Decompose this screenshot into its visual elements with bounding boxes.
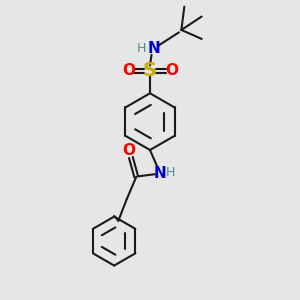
Text: O: O [123,143,136,158]
Text: H: H [137,42,147,55]
Text: N: N [153,166,166,181]
Text: H: H [166,166,176,178]
Text: S: S [143,61,157,80]
Text: O: O [122,63,135,78]
Text: N: N [147,41,160,56]
Text: O: O [165,63,178,78]
